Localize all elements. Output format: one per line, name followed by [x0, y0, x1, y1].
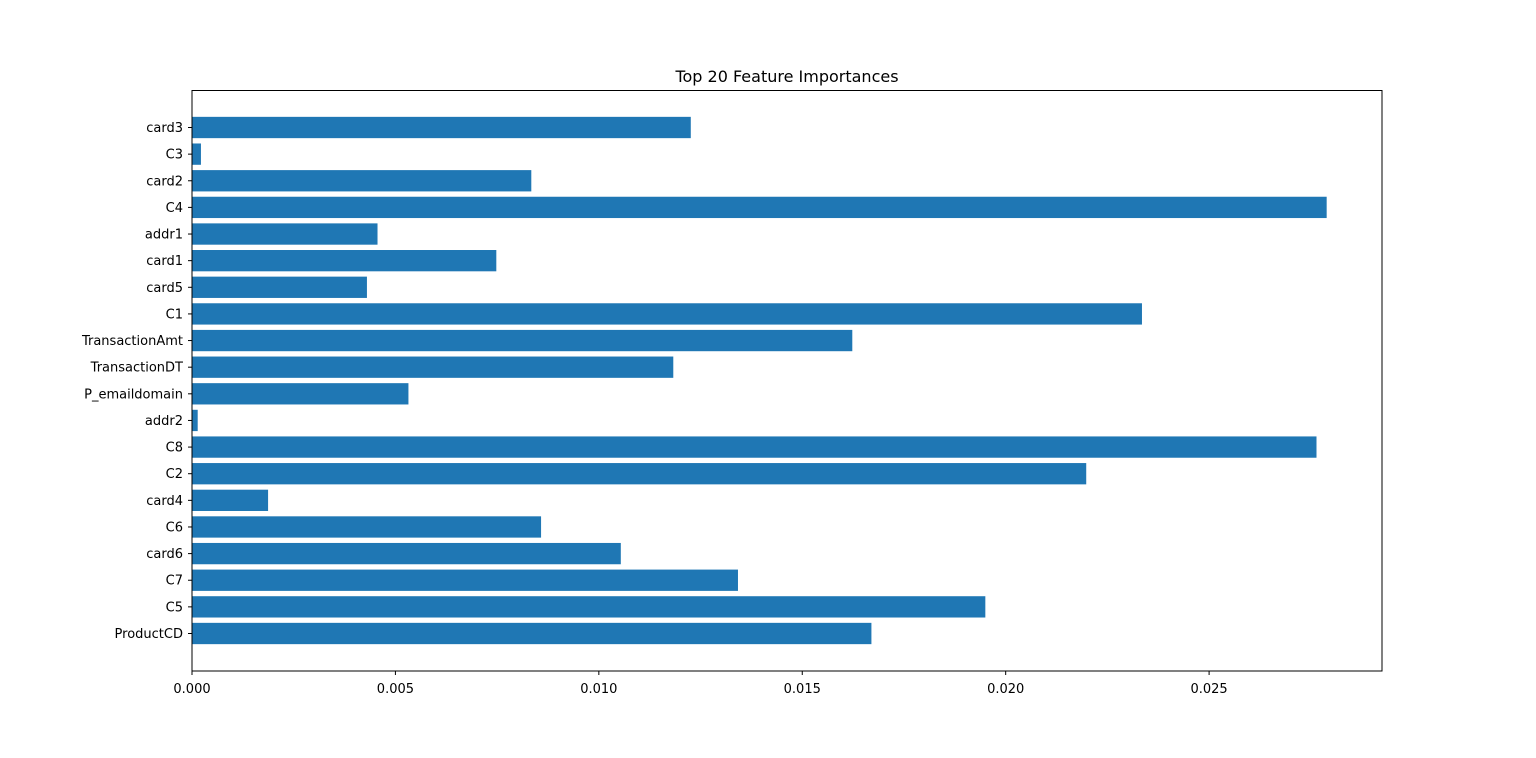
bar-card5 [192, 276, 367, 298]
bar-card6 [192, 542, 621, 565]
y-tick-label: addr1 [145, 228, 183, 243]
bar-C3 [192, 143, 201, 165]
y-tick-label: TransactionAmt [81, 334, 183, 349]
x-tick-label: 0.025 [1190, 682, 1227, 697]
y-tick-label: C6 [166, 520, 183, 535]
x-tick-label: 0.000 [173, 682, 210, 697]
bar-card4 [192, 489, 269, 511]
y-tick-label: C4 [166, 201, 183, 216]
bar-C5 [192, 596, 986, 618]
chart-title: Top 20 Feature Importances [674, 67, 898, 86]
y-tick-label: TransactionDT [90, 361, 183, 376]
bar-C7 [192, 569, 738, 591]
y-tick-label: C3 [166, 148, 183, 163]
bar-TransactionAmt [192, 329, 853, 352]
bar-P_emaildomain [192, 383, 409, 405]
bar-C2 [192, 463, 1087, 485]
bar-addr1 [192, 223, 378, 245]
bar-C1 [192, 303, 1142, 325]
bars-layer [192, 116, 1327, 645]
y-tick-label: card2 [146, 174, 183, 189]
y-tick-label: C1 [166, 307, 183, 322]
y-tick-label: card3 [146, 121, 183, 136]
bar-C8 [192, 436, 1317, 458]
bar-ProductCD [192, 622, 872, 645]
y-tick-label: C7 [166, 574, 183, 589]
y-tick-label: card4 [146, 494, 183, 509]
y-tick-label: card5 [146, 281, 183, 296]
x-tick-label: 0.010 [580, 682, 617, 697]
y-tick-label: ProductCD [115, 627, 183, 642]
bar-C6 [192, 516, 542, 538]
x-tick-label: 0.015 [784, 682, 821, 697]
bar-TransactionDT [192, 356, 674, 378]
x-axis: 0.000 0.005 0.010 0.015 0.020 0.025 [173, 671, 1228, 697]
plot-frame [191, 90, 1383, 672]
bar-card2 [192, 170, 532, 192]
bar-C4 [192, 196, 1327, 219]
x-tick-label: 0.020 [987, 682, 1024, 697]
x-tick-label: 0.005 [377, 682, 414, 697]
bar-card1 [192, 250, 497, 272]
y-tick-label: C2 [166, 467, 183, 482]
y-tick-label: C5 [166, 600, 183, 615]
y-tick-label: C8 [166, 441, 183, 456]
y-tick-label: P_emaildomain [84, 387, 183, 402]
bar-addr2 [192, 409, 198, 432]
y-tick-label: card1 [146, 254, 183, 269]
y-tick-label: card6 [146, 547, 183, 562]
y-axis: ProductCD C5 C7 card6 C6 card4 C2 C8 addr2 P_emai… [81, 121, 192, 642]
y-tick-label: addr2 [145, 414, 183, 429]
bar-card3 [192, 116, 691, 139]
